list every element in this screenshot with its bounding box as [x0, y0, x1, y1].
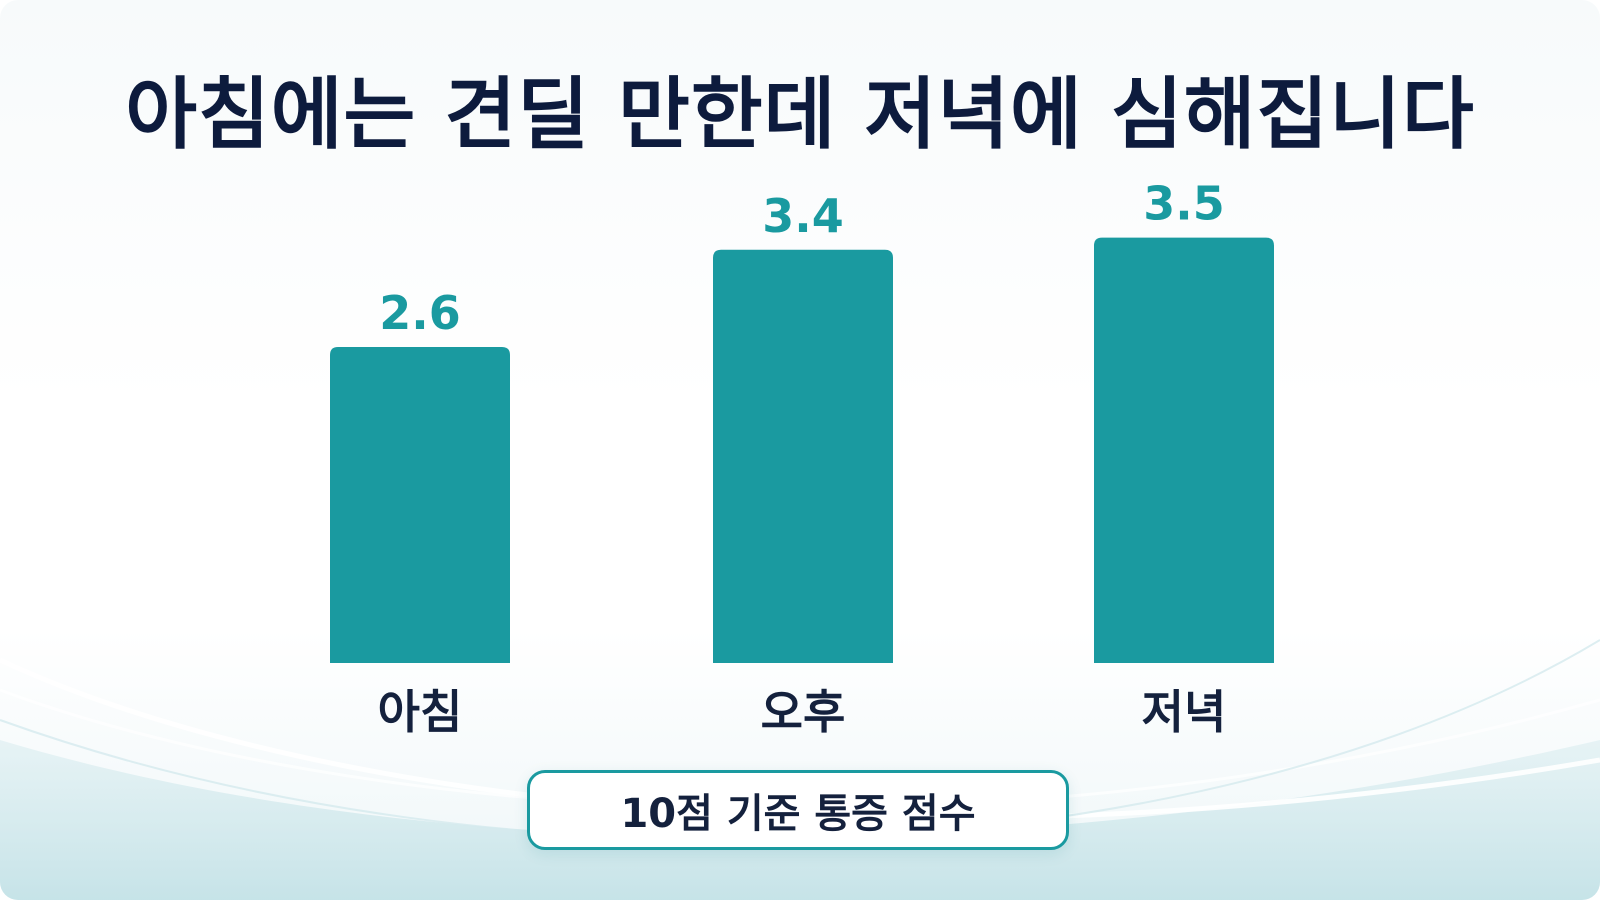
bar-2	[713, 249, 893, 663]
bar-value-label: 3.5	[1143, 177, 1225, 231]
category-label: 저녁	[1142, 685, 1227, 739]
category-label: 아침	[378, 685, 463, 739]
page-title: 아침에는 견딜 만한데 저녁에 심해집니다	[125, 70, 1475, 160]
bar-value-label: 2.6	[379, 286, 461, 340]
category-label: 오후	[761, 685, 846, 739]
caption-text: 10점 기준 통증 점수	[620, 791, 976, 837]
bar-1	[330, 347, 510, 663]
bar-3	[1094, 237, 1274, 663]
caption-badge: 10점 기준 통증 점수	[527, 770, 1069, 850]
bar-value-label: 3.4	[762, 189, 844, 243]
